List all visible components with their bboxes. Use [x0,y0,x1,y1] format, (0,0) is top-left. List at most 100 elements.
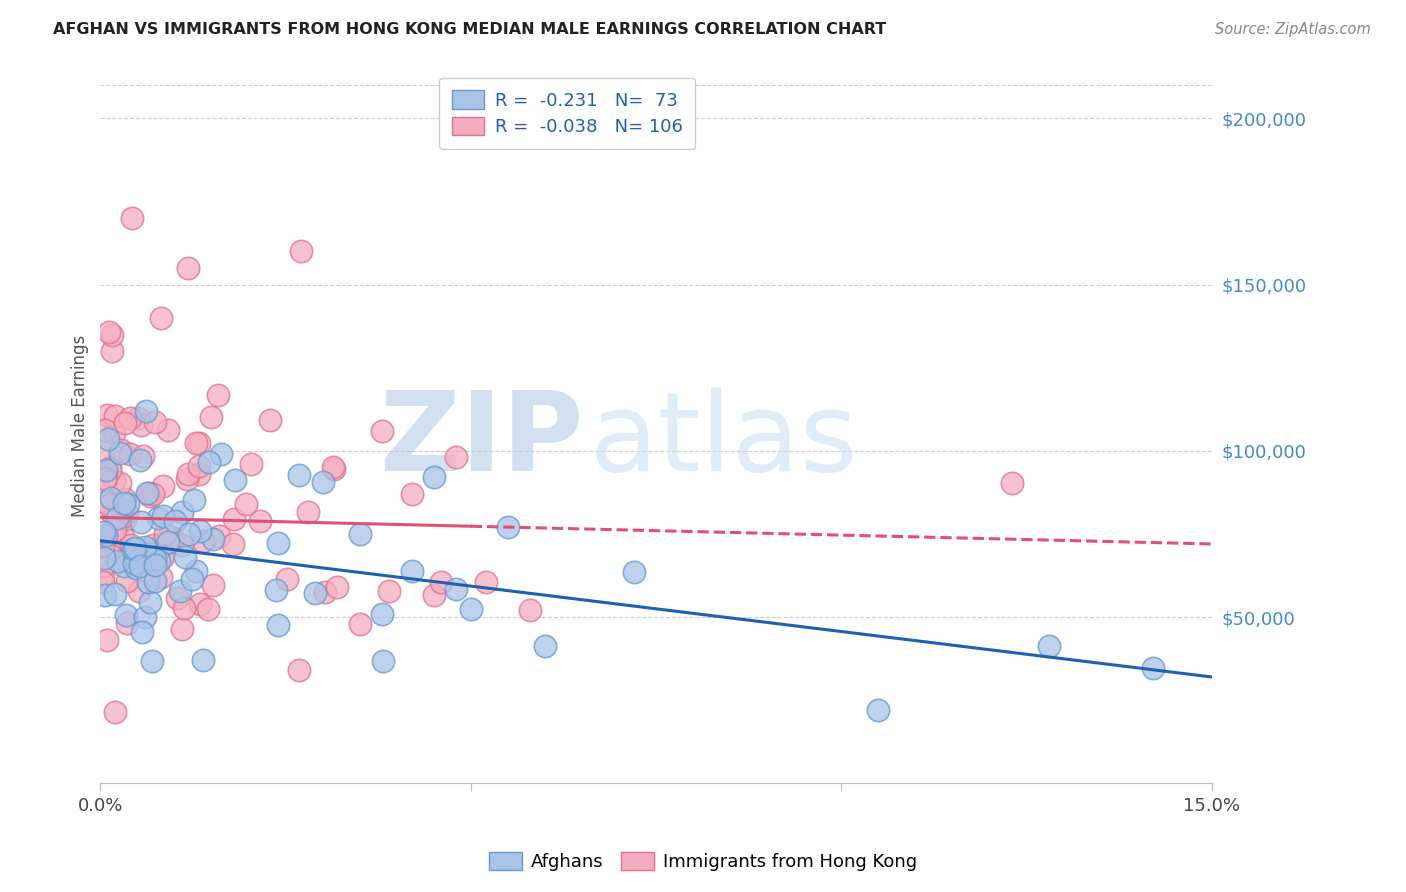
Point [111,510,134,524]
Point [129,418,152,433]
Point [117,497,139,511]
Point [93,532,115,546]
Point [142,487,165,501]
Point [91,568,114,582]
Point [207,388,229,402]
Point [193,653,215,667]
Point [276,572,298,586]
Point [100,463,122,477]
Point [172,538,194,552]
Point [94,463,117,477]
Point [115,574,138,589]
Point [96,632,118,647]
Point [176,472,198,486]
Point [201,533,224,547]
Point [155,527,177,541]
Point [371,654,394,668]
Point [200,410,222,425]
Point [98,461,121,475]
Point [104,587,127,601]
Point [107,554,129,568]
Point [460,602,482,616]
Point [184,436,207,450]
Point [197,602,219,616]
Point [287,468,309,483]
Point [304,585,326,599]
Point [224,473,246,487]
Point [105,541,128,556]
Point [105,511,128,525]
Point [152,534,174,549]
Point [115,616,138,631]
Point [267,535,290,549]
Point [519,603,541,617]
Point [423,588,446,602]
Point [96,432,118,446]
Point [127,411,149,425]
Point [138,542,160,557]
Point [349,616,371,631]
Point [176,467,198,482]
Point [173,549,195,564]
Point [496,520,519,534]
Point [97,498,120,512]
Point [868,703,890,717]
Point [177,260,200,275]
Point [184,564,207,578]
Point [132,450,155,464]
Point [166,591,188,605]
Point [150,570,173,584]
Point [152,508,174,523]
Point [104,523,127,537]
Point [91,539,114,553]
Point [401,564,423,578]
Point [297,505,319,519]
Point [322,459,344,474]
Point [474,574,496,589]
Text: atlas: atlas [589,387,858,494]
Point [128,583,150,598]
Point [141,654,163,668]
Point [235,497,257,511]
Point [93,524,115,539]
Point [114,608,136,623]
Point [122,556,145,570]
Point [141,538,163,552]
Point [97,325,120,339]
Point [180,572,202,586]
Point [173,601,195,615]
Point [94,495,117,509]
Point [129,453,152,467]
Point [183,493,205,508]
Point [323,461,346,475]
Point [187,458,209,473]
Point [141,546,163,560]
Point [93,574,115,589]
Point [249,514,271,528]
Point [136,486,159,500]
Point [112,496,135,510]
Point [131,625,153,640]
Point [104,705,127,719]
Point [188,597,211,611]
Point [371,607,394,621]
Point [349,527,371,541]
Point [114,416,136,430]
Point [190,524,212,538]
Point [143,552,166,566]
Point [259,413,281,427]
Point [202,578,225,592]
Point [118,447,141,461]
Point [114,492,136,507]
Point [1142,661,1164,675]
Point [534,639,557,653]
Point [96,408,118,422]
Point [124,541,146,556]
Point [444,450,467,464]
Y-axis label: Median Male Earnings: Median Male Earnings [72,334,89,517]
Point [169,583,191,598]
Point [152,479,174,493]
Point [104,409,127,423]
Point [132,547,155,561]
Point [209,447,232,461]
